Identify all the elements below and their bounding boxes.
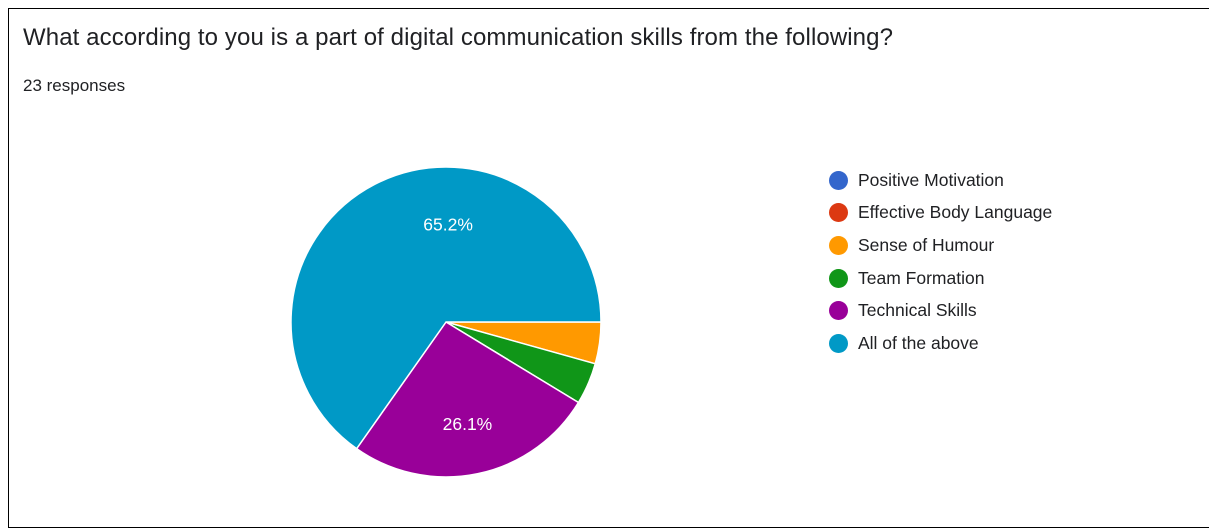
legend-label: Team Formation	[858, 267, 985, 288]
data-label-all-of-the-above: 65.2%	[423, 215, 473, 235]
pie-slice-technical-skills[interactable]	[355, 320, 580, 478]
pie-labels: 26.1% 65.2%	[423, 215, 492, 434]
pie-chart: 26.1% 65.2%	[290, 166, 602, 478]
question-title: What according to you is a part of digit…	[23, 24, 894, 51]
legend-item-technical-skills[interactable]: Technical Skills	[829, 294, 1149, 327]
question-card	[8, 8, 1209, 528]
legend-swatch	[829, 333, 848, 353]
legend-swatch	[829, 301, 848, 321]
legend-label: All of the above	[858, 332, 979, 353]
legend-swatch	[829, 170, 848, 190]
legend-swatch	[829, 268, 848, 288]
chart-legend: Positive Motivation Effective Body Langua…	[829, 164, 1149, 360]
legend-swatch	[829, 235, 848, 255]
pie-slices	[290, 166, 602, 478]
legend-label: Positive Motivation	[858, 169, 1004, 190]
legend-swatch	[829, 203, 848, 223]
legend-item-all-of-the-above[interactable]: All of the above	[829, 327, 1149, 360]
legend-item-team-formation[interactable]: Team Formation	[829, 262, 1149, 295]
legend-label: Technical Skills	[858, 300, 977, 321]
legend-item-sense-of-humour[interactable]: Sense of Humour	[829, 229, 1149, 262]
legend-item-effective-body-language[interactable]: Effective Body Language	[829, 197, 1149, 230]
pie-slice-all-of-the-above[interactable]	[290, 166, 602, 450]
legend-label: Effective Body Language	[858, 202, 1053, 223]
legend-label: Sense of Humour	[858, 234, 995, 255]
data-label-technical-skills: 26.1%	[443, 414, 493, 434]
response-count: 23 responses	[23, 76, 126, 95]
legend-item-positive-motivation[interactable]: Positive Motivation	[829, 164, 1149, 197]
